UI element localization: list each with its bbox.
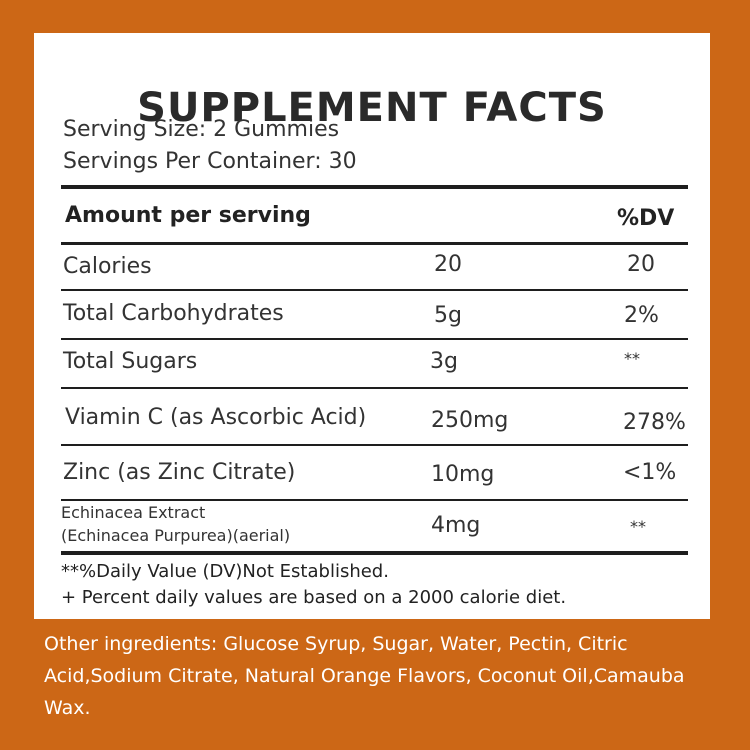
row-divider <box>61 499 688 501</box>
divider-header <box>61 242 688 245</box>
row-divider <box>61 289 688 291</box>
row-echinacea-dv: ** <box>630 517 646 536</box>
row-echinacea-amount: 4mg <box>431 513 481 538</box>
other-ingredients: Other ingredients: Glucose Syrup, Sugar,… <box>44 633 685 719</box>
thick-divider-bottom <box>61 551 688 555</box>
panel-title: SUPPLEMENT FACTS <box>137 85 607 131</box>
row-calories-amount: 20 <box>434 252 462 277</box>
row-sugars-name: Total Sugars <box>63 349 198 374</box>
row-echinacea-name-line1: Echinacea Extract <box>61 503 206 522</box>
footnote-dv: **%Daily Value (DV)Not Established. <box>61 561 389 582</box>
servings-per-container: Servings Per Container: 30 <box>63 149 357 174</box>
row-carbs-name: Total Carbohydrates <box>63 301 284 326</box>
row-divider <box>61 338 688 340</box>
dv-header: %DV <box>617 206 675 231</box>
supplement-facts-panel: SUPPLEMENT FACTS Serving Size: 2 Gummies… <box>34 33 710 619</box>
row-carbs-dv: 2% <box>624 303 659 328</box>
row-divider <box>61 444 688 446</box>
row-sugars-dv: ** <box>624 349 640 368</box>
row-sugars-amount: 3g <box>430 349 458 374</box>
row-vitamin-c-dv: 278% <box>623 410 686 435</box>
row-zinc-dv: <1% <box>623 460 677 485</box>
footnote-percent: + Percent daily values are based on a 20… <box>61 587 567 608</box>
serving-size: Serving Size: 2 Gummies <box>63 117 340 142</box>
row-divider <box>61 387 688 389</box>
row-zinc-name: Zinc (as Zinc Citrate) <box>63 460 296 485</box>
row-vitamin-c-name: Viamin C (as Ascorbic Acid) <box>65 405 367 430</box>
row-zinc-amount: 10mg <box>431 462 495 487</box>
amount-header: Amount per serving <box>65 203 311 228</box>
thick-divider-top <box>61 185 688 189</box>
row-echinacea-name-line2: (Echinacea Purpurea)(aerial) <box>61 526 291 545</box>
row-carbs-amount: 5g <box>434 303 462 328</box>
row-calories-name: Calories <box>63 254 152 279</box>
row-calories-dv: 20 <box>627 252 655 277</box>
row-vitamin-c-amount: 250mg <box>431 408 509 433</box>
